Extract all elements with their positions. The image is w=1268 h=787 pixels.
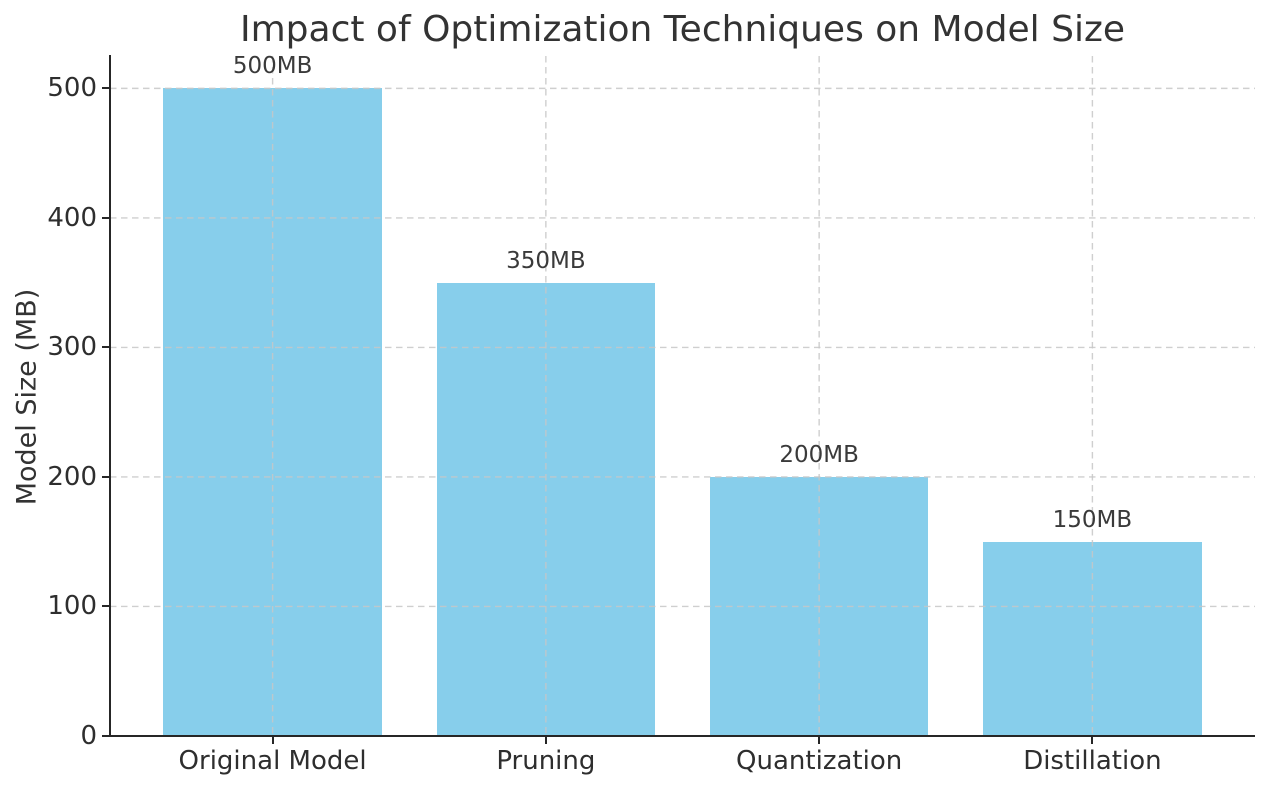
x-tick-mark — [1091, 736, 1094, 744]
y-tick-label: 400 — [47, 202, 97, 233]
plot-area — [110, 56, 1255, 736]
y-tick-mark — [102, 475, 110, 478]
bar-value-label: 150MB — [1052, 506, 1133, 533]
bar-pruning — [436, 282, 656, 736]
bar-quantization — [709, 476, 929, 736]
y-axis-spine — [109, 55, 111, 736]
x-tick-label: Quantization — [736, 746, 903, 776]
y-tick-label: 100 — [47, 591, 97, 622]
bar-distillation — [983, 541, 1202, 736]
y-tick-label: 300 — [47, 332, 97, 363]
x-tick-mark — [818, 736, 821, 744]
x-tick-label: Pruning — [496, 746, 596, 776]
y-tick-mark — [102, 735, 110, 737]
y-tick-label: 0 — [80, 721, 97, 751]
x-tick-label: Distillation — [1023, 746, 1162, 776]
x-axis-spine — [109, 735, 1255, 737]
bar-original-model — [163, 88, 382, 736]
y-tick-mark — [102, 605, 110, 608]
y-tick-mark — [102, 346, 110, 349]
bar-value-label: 200MB — [779, 441, 859, 468]
y-tick-mark — [102, 87, 110, 90]
x-tick-mark — [271, 736, 274, 744]
y-tick-mark — [102, 216, 110, 219]
bar-value-label: 350MB — [506, 247, 586, 274]
y-tick-label: 200 — [47, 461, 97, 492]
chart-title: Impact of Optimization Techniques on Mod… — [239, 9, 1125, 50]
x-tick-mark — [544, 736, 547, 744]
bar-value-label: 500MB — [232, 53, 313, 80]
y-tick-label: 500 — [47, 73, 97, 104]
x-tick-label: Original Model — [178, 746, 367, 776]
